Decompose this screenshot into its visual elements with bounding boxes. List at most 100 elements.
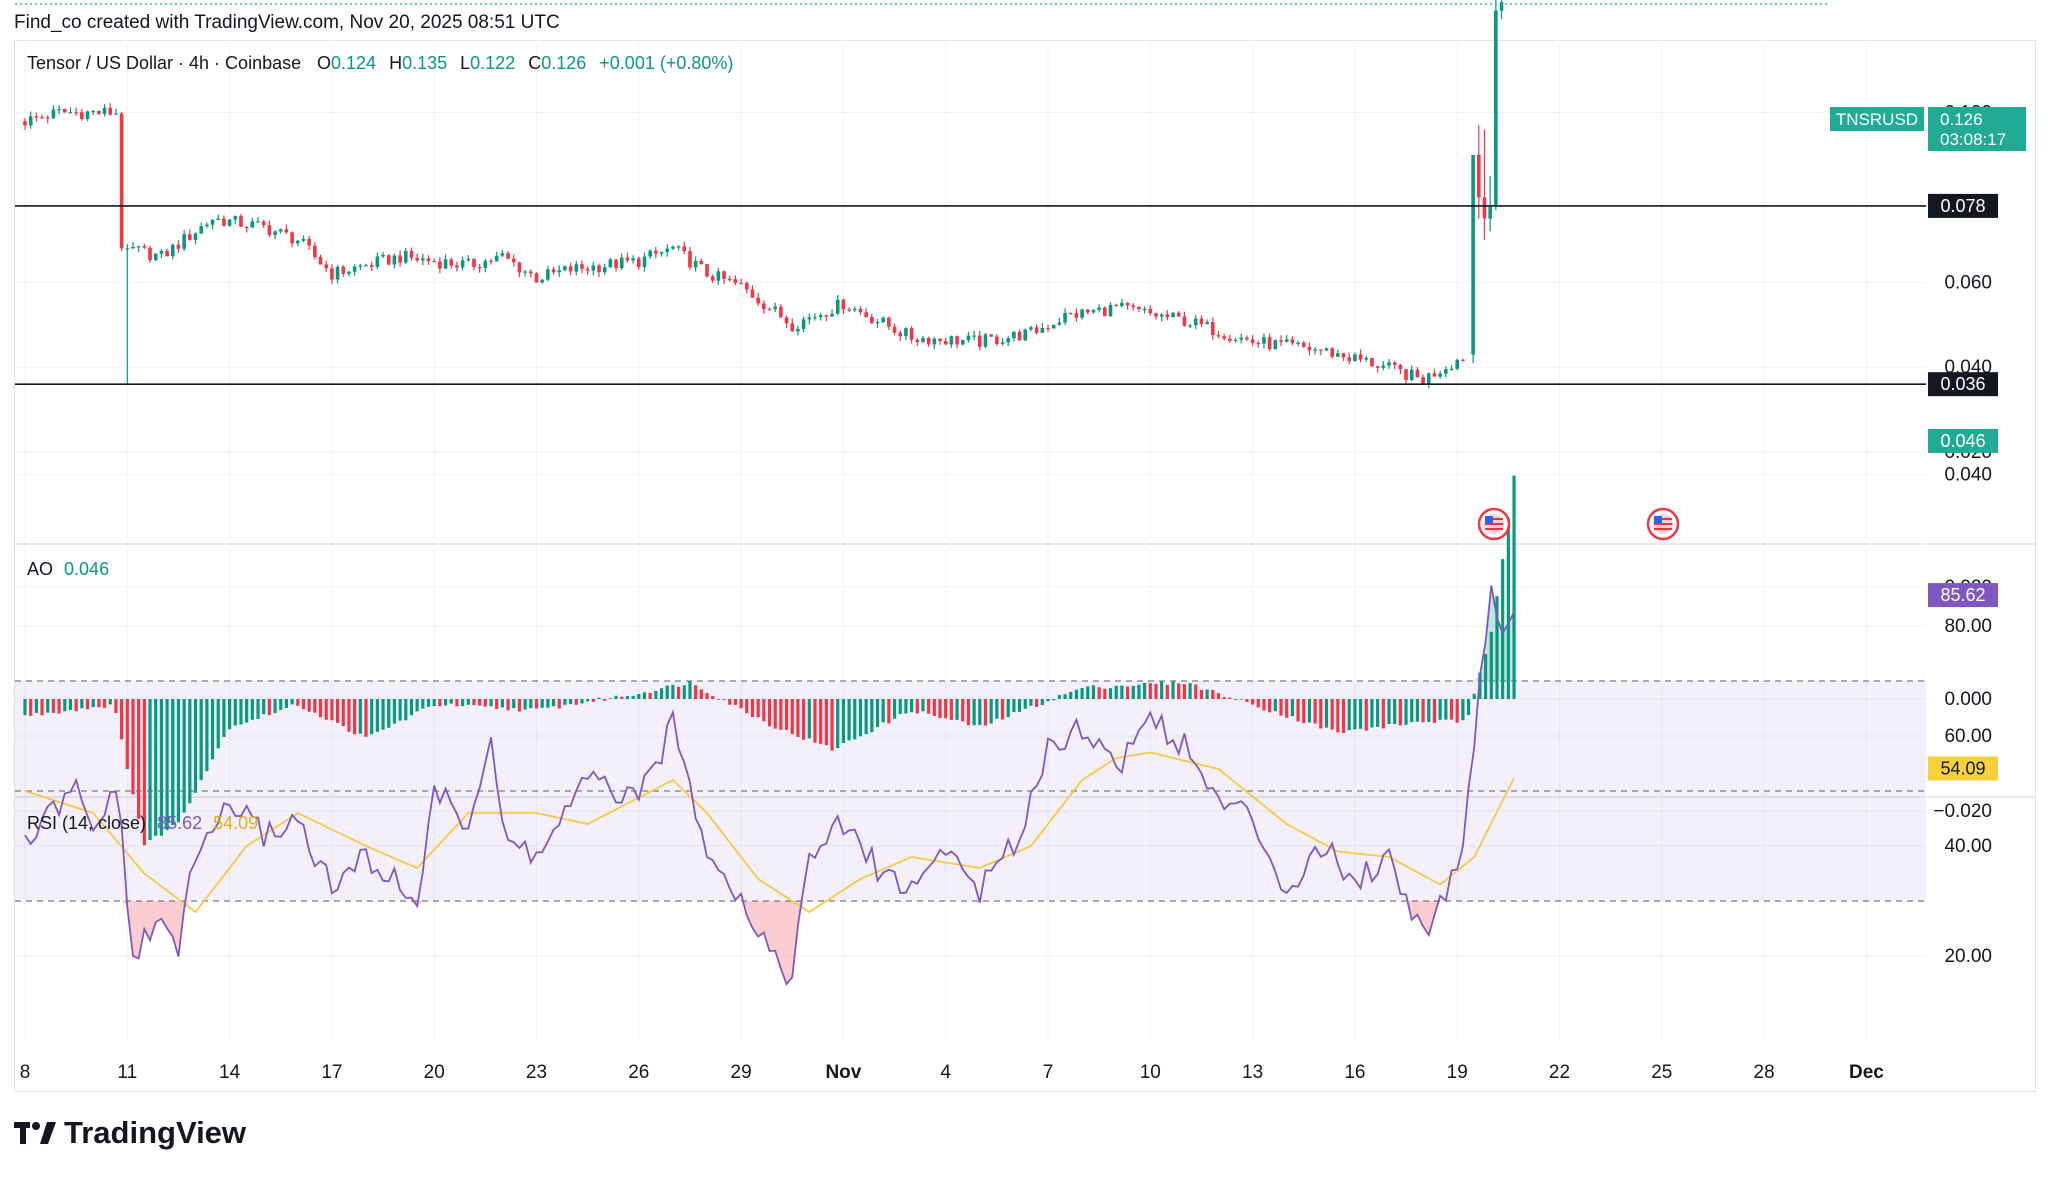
us-flag-icon[interactable] <box>1646 507 1680 541</box>
ao-bar <box>1040 699 1044 706</box>
ao-bar <box>392 699 397 724</box>
candle-body <box>1330 348 1334 357</box>
tradingview-wordmark: TradingView <box>64 1115 247 1150</box>
candle-body <box>699 260 704 265</box>
candle-body <box>432 261 436 263</box>
ao-bar <box>676 686 681 699</box>
ao-bar <box>603 699 607 701</box>
ao-bar <box>580 699 584 704</box>
candle-body <box>170 244 175 257</box>
candle-body <box>602 267 607 273</box>
candle-body <box>1228 338 1232 341</box>
ao-bar <box>648 693 652 699</box>
candle-body <box>1063 313 1067 323</box>
ao-bar <box>551 699 556 707</box>
rsi-line <box>24 585 1515 986</box>
candle-body <box>716 271 721 281</box>
ao-bar <box>1103 688 1107 699</box>
candle-body <box>659 252 664 254</box>
ao-bar <box>1506 518 1510 699</box>
ao-bar <box>23 699 27 716</box>
ao-bar <box>1313 699 1317 724</box>
candle-body <box>926 337 931 345</box>
candle-body <box>125 248 130 250</box>
price-level-badge <box>1928 193 1998 218</box>
candle-body <box>637 258 641 267</box>
us-flag-icon[interactable] <box>1477 507 1511 541</box>
ao-bar <box>483 699 487 707</box>
candle-body <box>1341 353 1346 358</box>
ao-bar <box>1421 699 1425 723</box>
ao-bar <box>245 699 249 723</box>
x-tick-label: 29 <box>731 1062 752 1083</box>
ao-bar <box>1000 699 1005 720</box>
y-tick-label: 0.000 <box>1944 689 1992 710</box>
candle-body <box>1108 304 1113 317</box>
ao-bar <box>972 699 976 726</box>
candle-body <box>580 264 584 269</box>
rsi-oversold-fill <box>974 901 980 903</box>
candle-body <box>852 308 857 311</box>
candle-body <box>574 264 579 272</box>
ao-bar <box>421 699 425 709</box>
ao-bar <box>120 699 124 740</box>
candle-body <box>915 339 920 343</box>
x-tick-label: 20 <box>424 1062 445 1083</box>
ao-bar <box>34 699 38 713</box>
ao-legend-name: AO <box>27 559 53 579</box>
tradingview-logo[interactable]: TradingView <box>14 1115 246 1151</box>
candle-body <box>921 337 925 343</box>
candle-body <box>1159 314 1164 317</box>
ao-bar <box>824 699 828 746</box>
candle-body <box>1211 321 1215 336</box>
chart-overlay: 8 11 14 17 20 23 26 29 Nov 4 7 10 13 16 19 22 25 28 Dec 0.1… <box>15 3 1998 1083</box>
rsi-ma-badge <box>1928 756 1998 781</box>
y-tick-label: −0.020 <box>1933 801 1992 822</box>
rsi-legend-value: 85.62 <box>157 813 202 833</box>
candle-body <box>966 335 971 341</box>
ao-bar <box>853 699 857 740</box>
ao-bar <box>1182 684 1186 699</box>
candle-body <box>676 246 681 248</box>
candle-body <box>23 120 27 126</box>
ao-bar <box>819 699 823 744</box>
x-tick-label: Nov <box>825 1062 861 1083</box>
ao-bar <box>722 699 726 700</box>
candle-body <box>591 265 596 271</box>
price-level-label: 0.036 <box>1940 374 1985 394</box>
candle-body <box>102 107 107 114</box>
candle-body <box>551 269 556 273</box>
ao-bar <box>1512 475 1516 699</box>
y-tick-label: 60.00 <box>1944 726 1992 747</box>
candle-body <box>1017 331 1022 341</box>
ao-bar <box>216 699 220 749</box>
candle-body <box>358 265 363 267</box>
candle-body <box>51 109 56 119</box>
candle-body <box>1176 312 1181 317</box>
candle-body <box>1171 312 1175 318</box>
ao-bar <box>1177 683 1181 699</box>
legend-symbol: Tensor / US Dollar · 4h · Coinbase <box>27 53 301 73</box>
candle-body <box>1085 309 1090 313</box>
ao-bar <box>228 699 232 730</box>
ao-bar <box>353 699 357 735</box>
candle-body <box>529 271 533 274</box>
chart-credit: Find_co created with TradingView.com, No… <box>14 12 560 33</box>
candle-body <box>1421 377 1425 385</box>
ao-bar <box>125 699 129 770</box>
ao-bar <box>472 699 476 705</box>
ao-bar <box>1251 699 1255 705</box>
ao-bar <box>733 699 738 705</box>
candle-body <box>1279 340 1283 342</box>
candle-body <box>415 257 419 261</box>
rsi-oversold-fill <box>1417 901 1424 927</box>
candle-body <box>1444 369 1448 374</box>
tradingview-logo-icon <box>14 1122 56 1144</box>
candle-body <box>227 219 232 226</box>
ao-bar <box>711 696 715 699</box>
ao-bar <box>51 699 56 713</box>
candle-body <box>1370 357 1374 367</box>
ao-bar <box>1029 699 1033 706</box>
ao-bar <box>830 699 834 751</box>
